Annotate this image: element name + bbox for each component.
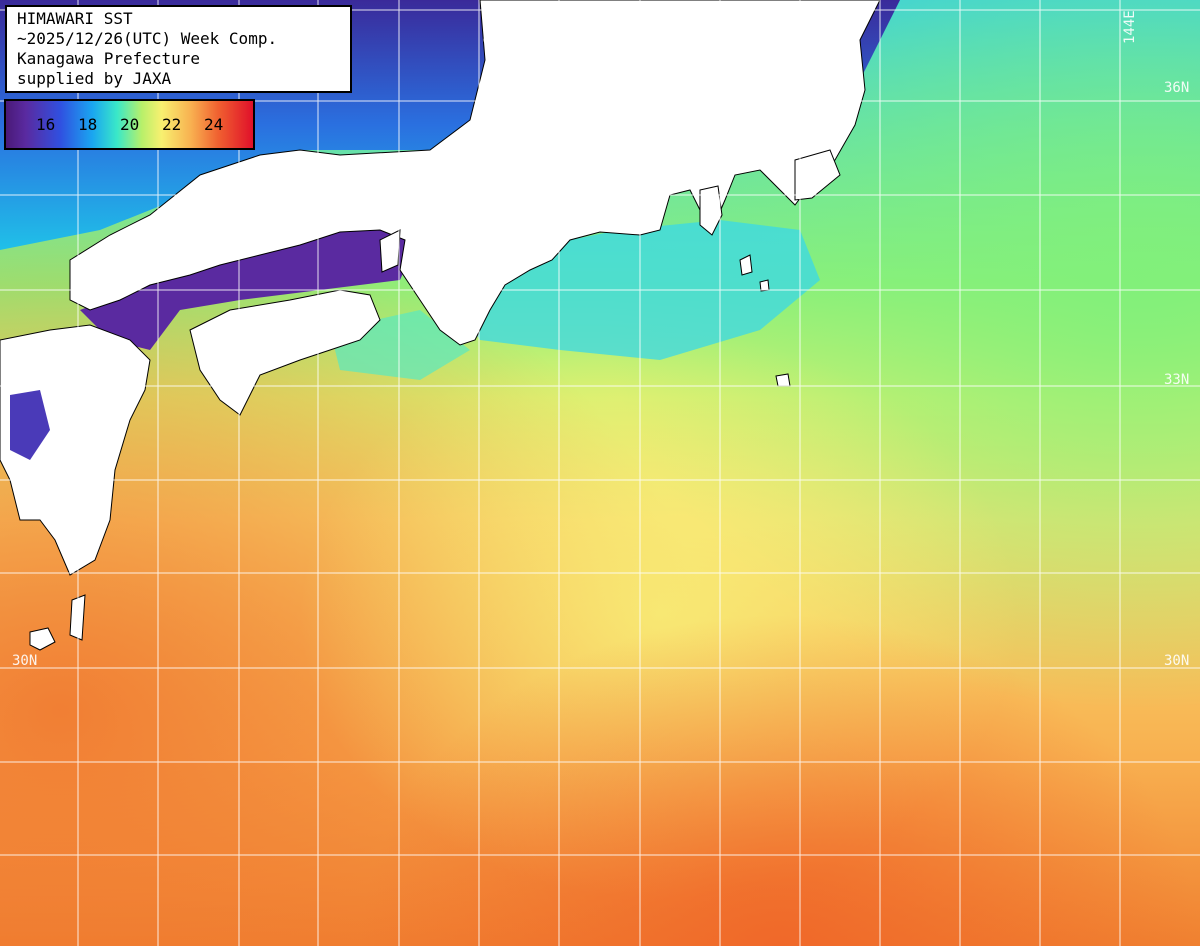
shikoku-land (189, 289, 381, 416)
title-box: HIMAWARI SST ~2025/12/26(UTC) Week Comp.… (5, 5, 352, 93)
color-scale-legend: 16 18 20 22 24 (4, 99, 255, 150)
lat-label-30n-left: 30N (12, 653, 38, 669)
kyushu-land (0, 324, 151, 576)
izu-oshima-island (739, 254, 753, 276)
lat-label-33n-right: 33N (1164, 372, 1190, 388)
title-line-product: HIMAWARI SST (17, 9, 133, 28)
legend-tick-18: 18 (78, 115, 98, 134)
legend-tick-24: 24 (204, 115, 224, 134)
lon-label-144e: 144E (1122, 10, 1138, 44)
legend-tick-16: 16 (36, 115, 56, 134)
lon-label-136e: 136E (482, 10, 498, 44)
hachijojima-island (775, 373, 791, 387)
miyakejima-island (759, 279, 770, 292)
oita-cold-water (10, 390, 50, 460)
yakushima-island (29, 627, 56, 651)
honshu-land (69, 0, 881, 346)
title-line-date: ~2025/12/26(UTC) Week Comp. (17, 29, 278, 48)
title-line-organization: Kanagawa Prefecture (17, 49, 201, 68)
izu-peninsula (699, 185, 723, 236)
boso-peninsula (794, 149, 841, 201)
lat-label-36n-right: 36N (1164, 80, 1190, 96)
awaji-land (379, 229, 401, 273)
title-line-credit: supplied by JAXA (17, 69, 172, 88)
legend-tick-22: 22 (162, 115, 182, 134)
seto-inland-sea (80, 225, 420, 350)
legend-tick-20: 20 (120, 115, 140, 134)
lat-label-33-left: 33 (12, 372, 29, 388)
lat-label-30n-right: 30N (1164, 653, 1190, 669)
